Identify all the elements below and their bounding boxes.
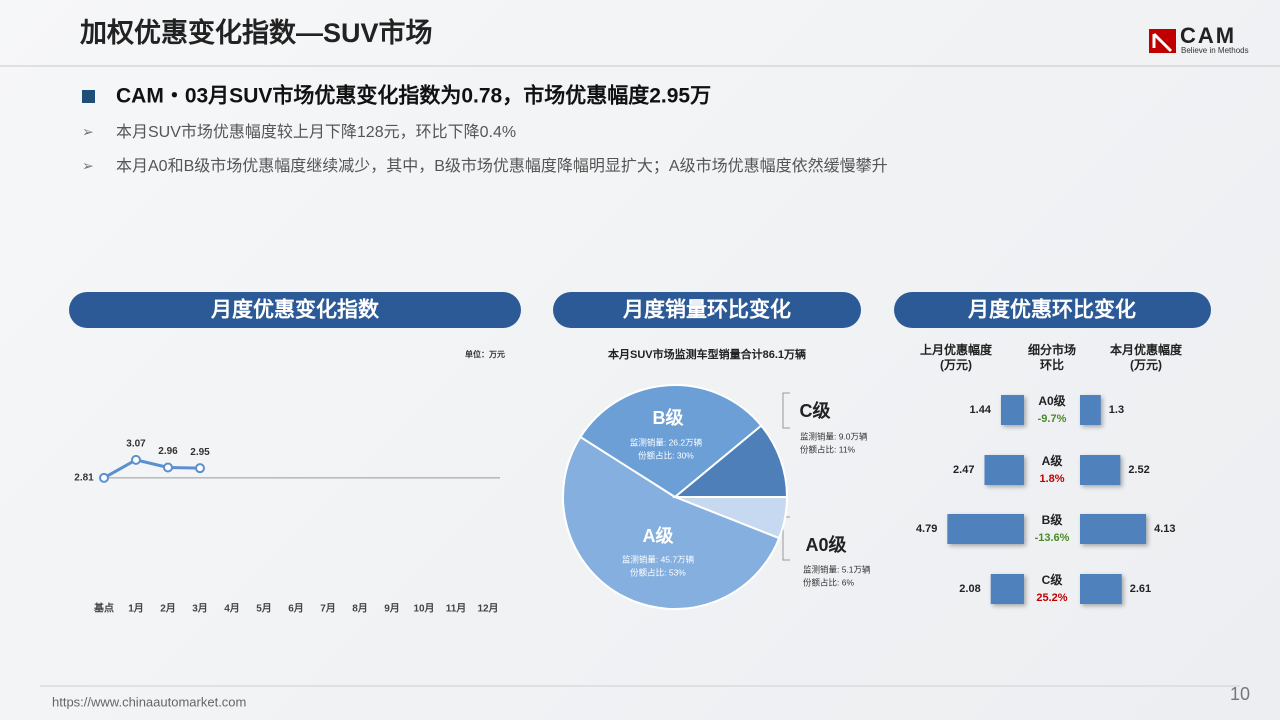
- data-label: 2.96: [158, 446, 178, 457]
- slice-name: A0级: [805, 534, 847, 555]
- change-label: -13.6%: [1035, 532, 1070, 544]
- slice-name: B级: [653, 407, 685, 428]
- data-label: 4.79: [916, 523, 937, 535]
- x-tick-label: 11月: [446, 603, 467, 615]
- bar: [1080, 514, 1147, 544]
- slice-sales: 监测销量: 26.2万辆: [630, 437, 703, 447]
- x-tick-label: 基点: [93, 602, 114, 615]
- segment-name: B级: [1042, 512, 1063, 527]
- x-tick-label: 1月: [128, 603, 144, 615]
- data-label: 2.47: [953, 464, 974, 476]
- bar: [1080, 395, 1101, 425]
- panel-title: 月度销量环比变化: [622, 298, 791, 322]
- x-tick-label: 4月: [224, 603, 240, 615]
- footer-url: https://www.chinaautomarket.com: [52, 694, 246, 709]
- bar: [947, 514, 1024, 544]
- pie-slice: [672, 424, 789, 498]
- slice-name: C级: [800, 400, 832, 421]
- pie-slice: [579, 384, 763, 499]
- data-label: 3.07: [126, 439, 146, 450]
- data-label: 1.3: [1109, 404, 1124, 416]
- change-label: -9.7%: [1038, 413, 1067, 425]
- point: [163, 462, 173, 473]
- bar: [984, 455, 1024, 485]
- x-tick-label: 10月: [413, 603, 434, 615]
- bullet: [82, 90, 95, 103]
- pie-slice: [562, 435, 781, 610]
- data-label: 2.95: [190, 447, 210, 458]
- panel-title: 月度优惠变化指数: [210, 298, 380, 322]
- point: [99, 472, 109, 483]
- leader-bracket: [782, 516, 790, 561]
- column-header: 上月优惠幅度(万元): [919, 343, 992, 372]
- bar: [1080, 574, 1122, 604]
- panel-title-bg: [894, 292, 1211, 328]
- logo-mark-icon: [1152, 32, 1173, 53]
- segment-name: A0级: [1038, 393, 1065, 408]
- data-label: 2.81: [74, 472, 94, 483]
- slice-share: 份额占比: 11%: [800, 444, 856, 454]
- x-tick-label: 6月: [288, 603, 304, 615]
- column-header: 本月优惠幅度(万元): [1109, 343, 1182, 372]
- point: 本月SUV市场优惠幅度较上月下降128元，环比下降0.4%: [116, 123, 516, 141]
- x-tick-label: 12月: [477, 603, 498, 615]
- data-label: 2.08: [959, 583, 980, 595]
- arrow-bullet: ➢: [82, 158, 94, 174]
- data-label: 1.44: [970, 404, 992, 416]
- data-label: 2.52: [1128, 464, 1149, 476]
- x-tick-label: 8月: [352, 603, 368, 615]
- data-label: 4.13: [1154, 523, 1175, 535]
- unit-label: 单位：万元: [465, 349, 505, 359]
- x-tick-label: 9月: [384, 603, 400, 615]
- x-tick-label: 5月: [256, 603, 272, 615]
- slice-sales: 监测销量: 45.7万辆: [622, 554, 695, 564]
- bar: [990, 574, 1024, 604]
- data-label: 2.61: [1130, 583, 1151, 595]
- change-label: 25.2%: [1036, 592, 1067, 604]
- x-tick-label: 3月: [192, 603, 208, 615]
- segment-name: A级: [1042, 453, 1063, 468]
- x-tick-label: 7月: [320, 603, 336, 615]
- line: [103, 458, 201, 480]
- x-tick-label: 2月: [160, 603, 176, 615]
- slice-name: A级: [643, 525, 675, 546]
- headline: CAM・03月SUV市场优惠变化指数为0.78，市场优惠幅度2.95万: [116, 84, 711, 108]
- panel-title: 月度优惠环比变化: [967, 298, 1136, 322]
- slice-sales: 监测销量: 9.0万辆: [800, 431, 868, 441]
- page-number: 10: [1230, 684, 1250, 704]
- leader-bracket: [782, 392, 790, 429]
- change-label: 1.8%: [1039, 473, 1064, 485]
- pie-subtitle: 本月SUV市场监测车型销量合计86.1万辆: [608, 347, 806, 361]
- logo: CAM: [1180, 23, 1236, 48]
- logo-tagline: Believe in Methods: [1181, 46, 1249, 55]
- point: [131, 454, 141, 465]
- column-header: 细分市场环比: [1027, 343, 1076, 372]
- point: [195, 463, 205, 474]
- arrow-bullet: ➢: [82, 124, 94, 140]
- point: 本月A0和B级市场优惠幅度继续减少，其中，B级市场优惠幅度降幅明显扩大；A级市场…: [116, 157, 888, 175]
- panel-title-bg: [553, 292, 861, 328]
- segment-name: C级: [1042, 572, 1063, 587]
- slice-share: 份额占比: 6%: [803, 577, 854, 587]
- page-title: 加权优惠变化指数—SUV市场: [80, 17, 433, 48]
- slice-sales: 监测销量: 5.1万辆: [803, 564, 871, 574]
- panel-title-bg: [69, 292, 521, 328]
- bar: [1080, 455, 1121, 485]
- slice-share: 份额占比: 53%: [630, 567, 686, 577]
- slice-share: 份额占比: 30%: [638, 450, 694, 460]
- bar: [1000, 395, 1024, 425]
